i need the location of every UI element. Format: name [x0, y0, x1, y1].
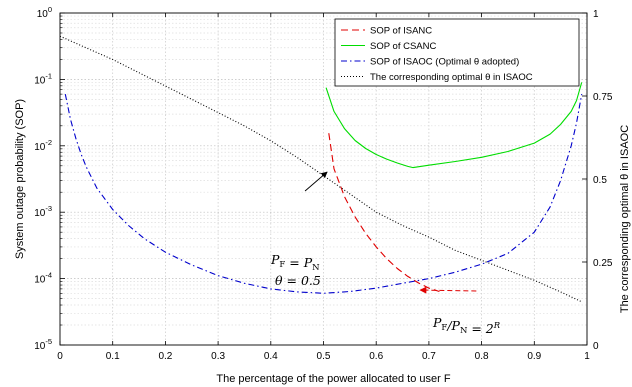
legend-entry: SOP of ISANC [370, 26, 432, 37]
series-group [60, 35, 583, 303]
x-tick-label: 0.6 [369, 351, 383, 362]
legend-entry: The corresponding optimal θ in ISAOC [370, 72, 533, 83]
x-tick-label: 0.3 [211, 351, 225, 362]
annotation-power-ratio-text: PF/PN = 2R [432, 315, 501, 336]
series-line-sop-of-csanc [325, 82, 583, 169]
legend-entry: SOP of ISAOC (Optimal θ adopted) [370, 57, 519, 68]
x-tick-label: 0.2 [158, 351, 172, 362]
x-tick-label: 0 [57, 351, 63, 362]
x-tick-label: 0.5 [317, 351, 331, 362]
x-tick-label: 0.4 [264, 351, 278, 362]
annotations: PF = PNθ = 0.5 PF/PN = 2R [270, 171, 501, 336]
y-tick-label: 10-2 [34, 138, 52, 153]
legend: SOP of ISANC SOP of CSANC SOP of ISAOC (Op… [334, 18, 580, 87]
series-line-the-corresponding-optimal-in-isaoc [60, 35, 582, 303]
y-tick-label: 10-3 [34, 204, 52, 219]
annotation-arrow-power-ratio [419, 286, 477, 294]
grid-lines [60, 13, 587, 345]
y2-tick-label: 0.75 [593, 92, 613, 103]
series-line-sop-of-isaoc-optimal-adopted- [64, 93, 583, 294]
legend-entry: SOP of CSANC [370, 41, 436, 52]
y2-tick-label: 1 [593, 9, 599, 20]
x-tick-label: 0.8 [475, 351, 489, 362]
y2-tick-label: 0.25 [593, 258, 613, 269]
y-tick-label: 10-1 [34, 71, 52, 86]
y2-tick-label: 0 [593, 341, 599, 352]
y-tick-label: 10-5 [34, 337, 52, 352]
annotation-arrow-equal-power [304, 171, 328, 192]
y-tick-label: 100 [37, 5, 52, 20]
axes: 0 0.1 0.2 0.3 0.4 0.5 0.6 0.7 0.8 0.9 1 100 10-1 10-2… [14, 5, 631, 385]
x-tick-label: 0.9 [527, 351, 541, 362]
y-tick-label: 10-4 [34, 271, 52, 286]
x-axis-label: The percentage of the power allocated to… [216, 373, 450, 385]
annotation-equal-power-text: PF = PN [270, 252, 320, 273]
series-line-sop-of-isanc [328, 133, 440, 293]
x-tick-label: 0.1 [106, 351, 120, 362]
y-axis-label: System outage probability (SOP) [14, 99, 26, 259]
x-tick-label: 0.7 [422, 351, 436, 362]
legend-box [334, 18, 580, 87]
y2-tick-label: 0.5 [593, 175, 607, 186]
y2-axis-label: The corresponding optimal θ in ISAOC [619, 125, 631, 313]
annotation-theta-text: θ = 0.5 [275, 273, 321, 288]
x-tick-label: 1 [584, 351, 590, 362]
